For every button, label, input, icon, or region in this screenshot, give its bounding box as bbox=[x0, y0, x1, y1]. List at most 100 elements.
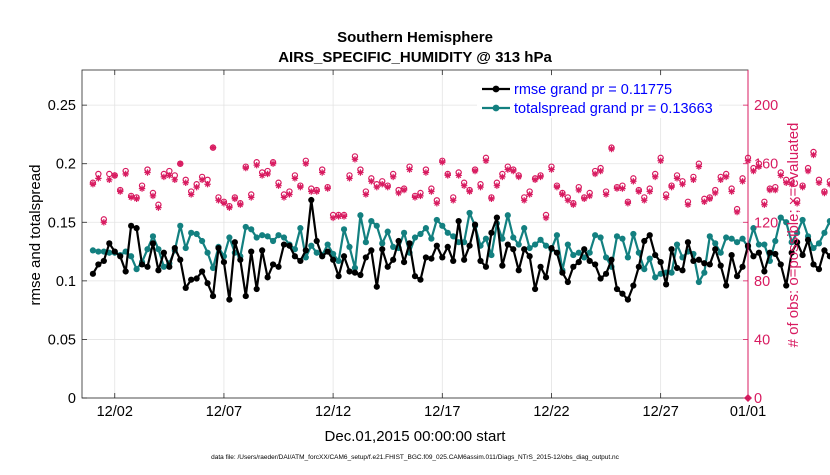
obs-evaluated-marker bbox=[673, 175, 681, 182]
totalspread-point bbox=[340, 226, 348, 233]
rmse-point bbox=[330, 256, 337, 263]
rmse-point bbox=[149, 240, 157, 247]
obs-evaluated-marker bbox=[226, 204, 233, 211]
totalspread-point bbox=[128, 253, 135, 260]
obs-evaluated-marker bbox=[444, 172, 451, 179]
totalspread-point bbox=[209, 264, 217, 272]
totalspread-point bbox=[641, 266, 648, 273]
obs-evaluated-marker bbox=[608, 145, 615, 153]
rmse-point bbox=[624, 296, 632, 303]
rmse-point bbox=[821, 247, 828, 254]
obs-evaluated-marker bbox=[504, 166, 512, 173]
obs-evaluated-marker bbox=[89, 181, 97, 188]
obs-evaluated-marker bbox=[362, 191, 370, 198]
obs-evaluated-marker bbox=[340, 213, 348, 220]
rmse-point bbox=[712, 246, 719, 253]
x-tick-label: 12/27 bbox=[643, 404, 679, 420]
rmse-point bbox=[783, 282, 790, 289]
legend-rmse-marker bbox=[492, 85, 500, 93]
y-right-tick-label: 120 bbox=[754, 215, 778, 231]
obs-evaluated-marker bbox=[460, 182, 468, 189]
obs-evaluated-marker bbox=[138, 185, 146, 192]
totalspread-point bbox=[526, 244, 533, 252]
obs-evaluated-marker bbox=[712, 189, 719, 197]
totalspread-point bbox=[733, 239, 741, 246]
obs-evaluated-marker bbox=[701, 198, 708, 205]
obs-evaluated-marker bbox=[231, 195, 239, 203]
rmse-point bbox=[346, 268, 353, 275]
rmse-point bbox=[237, 256, 244, 263]
rmse-point bbox=[493, 214, 500, 221]
rmse-point bbox=[89, 270, 97, 277]
totalspread-point bbox=[275, 232, 282, 239]
rmse-point bbox=[592, 261, 599, 268]
rmse-point bbox=[122, 268, 129, 275]
obs-evaluated-marker bbox=[209, 144, 217, 151]
rmse-point bbox=[717, 262, 724, 269]
obs-evaluated-marker bbox=[160, 173, 168, 181]
obs-evaluated-marker bbox=[559, 191, 566, 198]
obs-evaluated-marker bbox=[275, 182, 282, 189]
rmse-point bbox=[602, 270, 610, 277]
obs-evaluated-marker bbox=[570, 201, 577, 208]
rmse-point bbox=[417, 276, 424, 283]
totalspread-point bbox=[783, 219, 790, 226]
totalspread-point bbox=[706, 233, 713, 240]
totalspread-point bbox=[717, 249, 724, 256]
y-right-tick-label: 160 bbox=[754, 157, 778, 173]
obs-evaluated-marker bbox=[122, 170, 129, 178]
rmse-point bbox=[422, 254, 430, 261]
rmse-point bbox=[368, 247, 375, 254]
rmse-point bbox=[586, 257, 593, 265]
obs-evaluated-marker bbox=[482, 157, 490, 164]
obs-evaluated-marker bbox=[471, 167, 479, 175]
rmse-point bbox=[826, 253, 830, 260]
totalspread-point bbox=[346, 243, 353, 250]
obs-evaluated-marker bbox=[253, 161, 260, 169]
rmse-point bbox=[706, 261, 713, 268]
rmse-point bbox=[810, 261, 817, 268]
obs-evaluated-marker bbox=[433, 200, 441, 207]
y-left-tick-label: 0 bbox=[68, 391, 76, 407]
legend-spread-marker bbox=[492, 104, 500, 112]
totalspread-point bbox=[384, 228, 391, 235]
obs-evaluated-marker bbox=[548, 166, 555, 173]
obs-evaluated-marker bbox=[297, 183, 304, 191]
obs-evaluated-marker bbox=[493, 182, 501, 189]
totalspread-point bbox=[777, 214, 784, 221]
rmse-point bbox=[297, 257, 304, 265]
obs-evaluated-marker bbox=[439, 159, 446, 166]
obs-evaluated-marker bbox=[537, 173, 544, 181]
obs-evaluated-marker bbox=[466, 188, 473, 195]
rmse-point bbox=[575, 259, 582, 266]
obs-evaluated-marker bbox=[111, 172, 118, 179]
obs-evaluated-marker bbox=[215, 197, 222, 204]
rmse-point bbox=[531, 285, 539, 293]
obs-evaluated-marker bbox=[106, 176, 113, 184]
totalspread-point bbox=[810, 244, 817, 252]
totalspread-point bbox=[422, 225, 430, 232]
rmse-point bbox=[537, 263, 544, 270]
obs-evaluated-marker bbox=[531, 176, 539, 184]
obs-evaluated-marker bbox=[237, 201, 244, 208]
obs-evaluated-marker bbox=[761, 201, 768, 208]
totalspread-point bbox=[188, 229, 195, 236]
rmse-point bbox=[564, 278, 571, 286]
obs-evaluated-marker bbox=[810, 151, 817, 159]
y-right-tick-label: 200 bbox=[754, 98, 778, 114]
rmse-point bbox=[777, 261, 784, 268]
obs-evaluated-marker bbox=[515, 173, 522, 181]
y-right-tick-label: 0 bbox=[754, 391, 762, 407]
x-tick-label: 12/17 bbox=[424, 404, 460, 420]
obs-evaluated-marker bbox=[308, 188, 315, 195]
rmse-point bbox=[766, 249, 773, 256]
totalspread-point bbox=[499, 235, 506, 242]
rmse-point bbox=[177, 256, 184, 263]
totalspread-point bbox=[564, 241, 571, 248]
obs-evaluated-marker bbox=[630, 178, 637, 185]
rmse-point bbox=[302, 247, 309, 254]
totalspread-point bbox=[379, 240, 386, 247]
y-left-tick-label: 0.25 bbox=[48, 98, 76, 114]
